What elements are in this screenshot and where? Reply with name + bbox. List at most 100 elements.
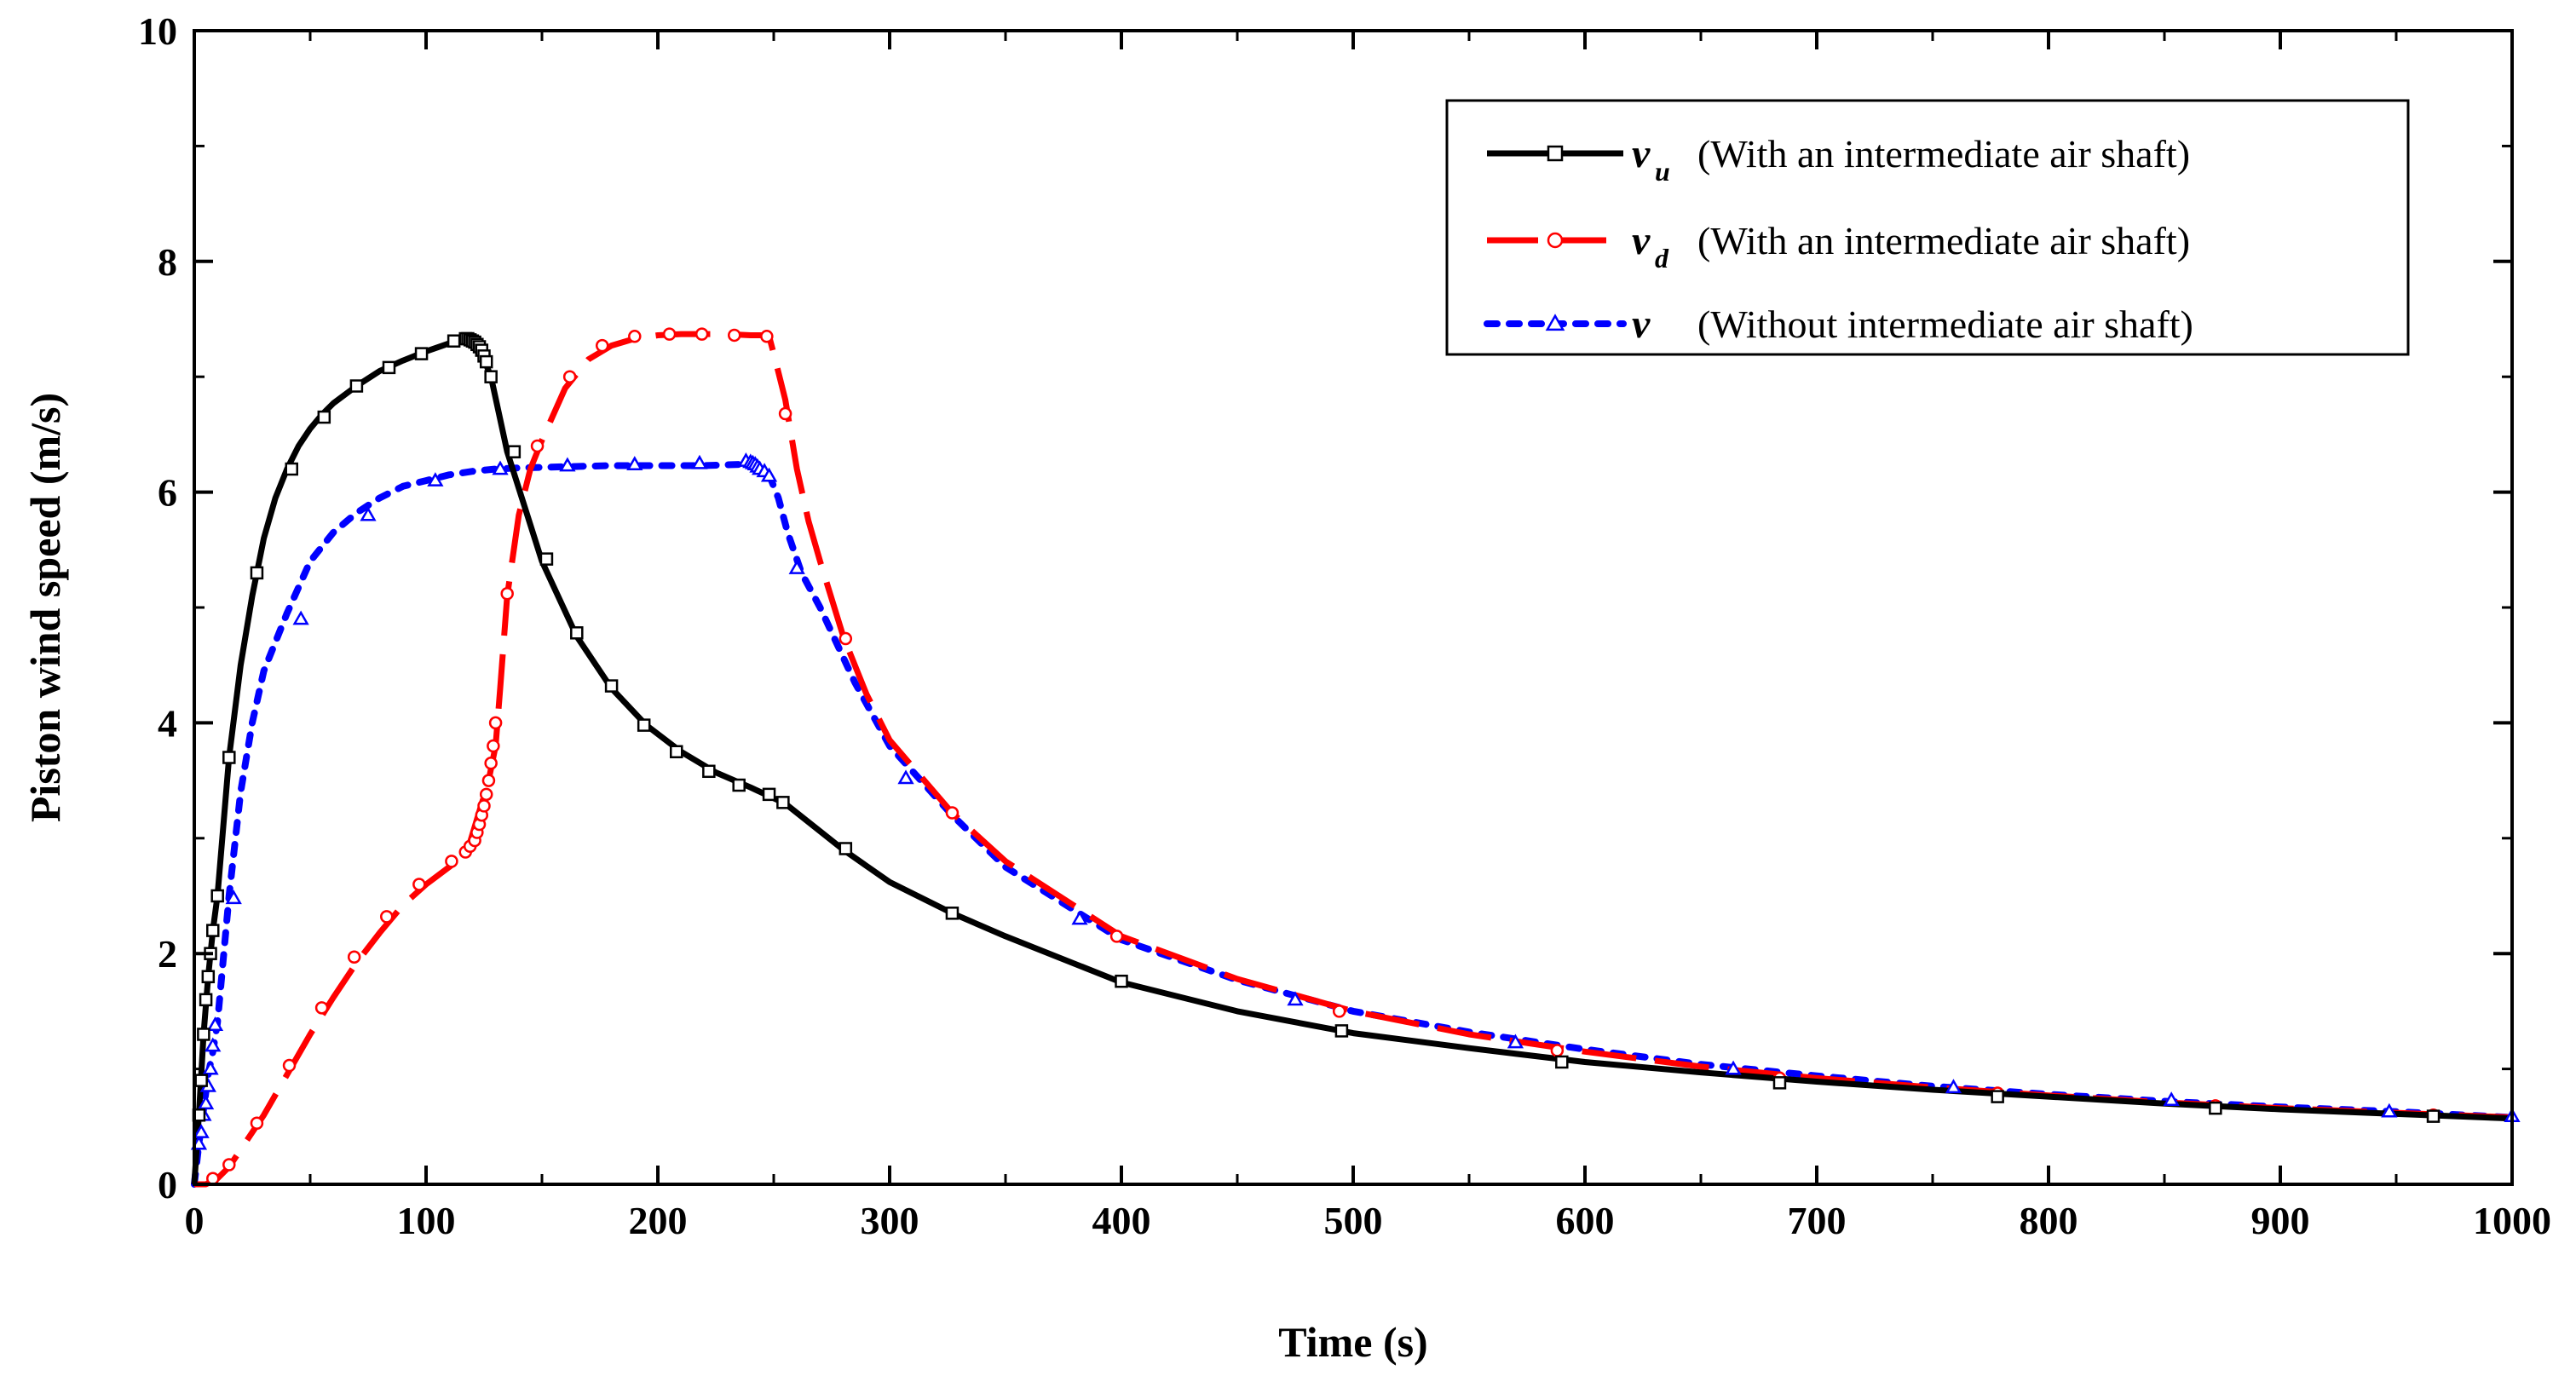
y-tick-label: 6: [158, 471, 177, 515]
marker-circle: [628, 330, 642, 343]
y-tick-label: 10: [138, 9, 177, 53]
marker-square: [285, 462, 298, 476]
marker-circle: [562, 370, 577, 383]
marker-square: [702, 764, 716, 779]
marker-triangle: [197, 1095, 215, 1110]
marker-circle: [250, 1116, 264, 1130]
marker-square: [670, 745, 683, 758]
marker-square: [1334, 1024, 1349, 1038]
legend-label: (Without intermediate air shaft): [1697, 302, 2193, 346]
marker-circle: [481, 774, 496, 787]
marker-square: [201, 970, 216, 984]
marker-circle: [488, 716, 503, 730]
y-tick-label: 4: [158, 701, 177, 745]
marker-circle: [1547, 232, 1564, 249]
x-tick-label: 600: [1556, 1199, 1615, 1242]
marker-triangle: [492, 460, 509, 475]
y-tick-label: 8: [158, 240, 177, 284]
legend-symbol: v: [1632, 131, 1651, 176]
marker-triangle: [2381, 1103, 2398, 1118]
marker-square: [2426, 1109, 2441, 1123]
series-line-v: [191, 461, 2515, 1188]
marker-square: [838, 842, 853, 855]
marker-square: [776, 796, 790, 809]
marker-square: [222, 751, 236, 764]
x-tick-label: 300: [861, 1199, 919, 1242]
marker-square: [945, 907, 960, 920]
marker-circle: [479, 787, 493, 802]
marker-circle: [945, 806, 960, 820]
marker-square: [1991, 1090, 2004, 1103]
marker-square: [507, 445, 522, 458]
marker-circle: [314, 1001, 329, 1015]
marker-triangle: [2163, 1091, 2180, 1107]
marker-triangle: [760, 467, 778, 482]
marker-square: [762, 787, 776, 802]
y-tick-label: 0: [158, 1163, 177, 1206]
marker-triangle: [1287, 991, 1304, 1006]
marker-circle: [282, 1058, 297, 1073]
legend-box: [1445, 99, 2410, 356]
marker-circle: [728, 328, 741, 343]
marker-square: [414, 347, 429, 360]
plot-markers: [190, 327, 2521, 1185]
marker-triangle: [559, 457, 576, 472]
legend-subscript: u: [1655, 156, 1670, 187]
marker-circle: [838, 631, 853, 646]
legend-symbol: v: [1632, 302, 1651, 347]
marker-triangle: [626, 456, 643, 470]
marker-circle: [484, 757, 498, 770]
legend-subscript: d: [1655, 243, 1669, 273]
marker-square: [539, 552, 554, 566]
marker-triangle: [788, 559, 805, 574]
series-line-v_d: [194, 331, 2513, 1188]
marker-circle: [347, 950, 361, 964]
marker-circle: [1109, 930, 1124, 943]
x-axis-title: Time (s): [1278, 1318, 1427, 1366]
series-line-v_u: [191, 336, 2513, 1185]
x-tick-label: 800: [2020, 1199, 2078, 1242]
legend: v u (With an intermediate air shaft)v d (Wit…: [1445, 99, 2410, 356]
marker-circle: [500, 587, 514, 601]
marker-triangle: [225, 890, 242, 905]
x-tick-label: 1000: [2473, 1199, 2551, 1242]
x-tick-label: 200: [629, 1199, 688, 1242]
marker-circle: [595, 338, 609, 353]
x-tick-label: 700: [1788, 1199, 1847, 1242]
marker-square: [197, 1028, 210, 1041]
marker-circle: [530, 439, 545, 453]
marker-triangle: [360, 506, 377, 521]
y-axis-title: Piston wind speed (m/s): [21, 393, 69, 822]
marker-square: [349, 379, 364, 393]
legend-label: (With an intermediate air shaft): [1697, 219, 2190, 262]
marker-square: [1772, 1076, 1787, 1090]
marker-square: [194, 1074, 208, 1087]
marker-square: [570, 626, 584, 640]
marker-square: [484, 370, 498, 383]
marker-square: [250, 566, 264, 580]
marker-triangle: [292, 610, 309, 625]
legend-symbol: v: [1632, 218, 1651, 263]
marker-triangle: [427, 472, 444, 486]
marker-square: [637, 718, 651, 732]
marker-circle: [662, 327, 677, 341]
marker-square: [732, 778, 746, 792]
marker-circle: [477, 799, 491, 813]
marker-triangle: [205, 1037, 222, 1052]
marker-circle: [1550, 1044, 1565, 1057]
marker-square: [199, 993, 213, 1007]
marker-triangle: [1545, 314, 1565, 331]
x-tick-label: 100: [397, 1199, 456, 1242]
legend-label: (With an intermediate air shaft): [1697, 132, 2190, 176]
marker-square: [382, 360, 396, 375]
marker-circle: [1332, 1005, 1346, 1018]
marker-square: [604, 679, 619, 693]
x-tick-label: 400: [1092, 1199, 1151, 1242]
marker-triangle: [202, 1060, 219, 1075]
marker-triangle: [1507, 1033, 1524, 1049]
marker-square: [2209, 1101, 2222, 1115]
x-tick-label: 900: [2251, 1199, 2310, 1242]
x-tick-label: 0: [185, 1199, 205, 1242]
marker-circle: [694, 327, 709, 341]
